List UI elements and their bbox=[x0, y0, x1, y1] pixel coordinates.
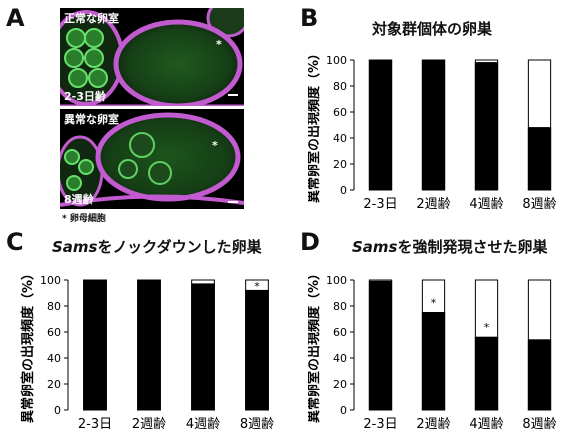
panel-c-bar bbox=[83, 279, 107, 411]
panel-d-title: Samsを強制発現させた卵巣 bbox=[352, 236, 548, 257]
panel-c-category-label: 2週齢 bbox=[132, 417, 166, 431]
panel-b-y-tick-label: 0 bbox=[340, 184, 347, 197]
normal-egg-chamber-label: 正常な卵室 bbox=[64, 12, 119, 25]
panel-c-bar bbox=[191, 283, 215, 411]
abnormal-egg-chamber-oocyte-marker: * bbox=[212, 139, 218, 152]
panel-c-title: Samsをノックダウンした卵巣 bbox=[52, 236, 262, 257]
panel-d-bar bbox=[527, 339, 552, 411]
panel-d-title-gene: Sams bbox=[352, 238, 398, 256]
panel-b-y-tick-label: 100 bbox=[326, 54, 347, 67]
panel-c-y-axis-label: 異常卵室の出現頻度（%） bbox=[20, 267, 36, 423]
panel-d-y-tick-label: 100 bbox=[326, 274, 347, 287]
panel-c-bar bbox=[137, 279, 161, 411]
panel-d-y-tick-label: 40 bbox=[333, 352, 347, 365]
panel-b-y-axis-label: 異常卵室の出現頻度（%） bbox=[308, 47, 322, 203]
panel-d-bar bbox=[421, 312, 446, 411]
normal-egg-chamber-oocyte-marker: * bbox=[216, 38, 222, 51]
panel-d-y-tick-label: 0 bbox=[340, 404, 347, 417]
panel-c-y-tick-label: 60 bbox=[47, 326, 61, 339]
abnormal-egg-chamber-age: 8週齢 bbox=[64, 193, 94, 206]
panel-b-y-tick-label: 20 bbox=[333, 158, 347, 171]
panel-c-category-label: 2-3日 bbox=[78, 417, 112, 431]
abnormal-egg-chamber-drawing bbox=[60, 112, 244, 207]
panel-c-letter: C bbox=[6, 228, 24, 256]
panel-b-category-label: 4週齢 bbox=[469, 197, 503, 212]
normal-egg-chamber-drawing bbox=[60, 8, 244, 106]
panel-d-y-tick-label: 80 bbox=[333, 300, 347, 313]
panel-d-significance-marker: * bbox=[431, 297, 437, 310]
panel-d-y-tick-label: 60 bbox=[333, 326, 347, 339]
panel-c-bar bbox=[245, 289, 269, 411]
panel-a-letter: A bbox=[6, 4, 25, 32]
panel-d-y-tick-label: 20 bbox=[333, 378, 347, 391]
chart-panel-b: 異常卵室の出現頻度（%） 0 20 40 60 80 100 2-3日 2週齢 4週齢 8週齢 bbox=[308, 47, 557, 212]
chart-panel-d: 異常卵室の出現頻度（%） 0 20 40 60 80 100 2-3日 * 2週齢 * 4週齢 8週齢 bbox=[308, 267, 557, 431]
panel-c-y-tick-label: 0 bbox=[54, 404, 61, 417]
panel-b-category-label: 2週齢 bbox=[416, 197, 450, 212]
panel-b-letter: B bbox=[300, 4, 319, 32]
oocyte-legend: * 卵母細胞 bbox=[62, 214, 106, 224]
panel-c-category-label: 4週齢 bbox=[186, 417, 220, 431]
panel-d-category-label: 2週齢 bbox=[416, 417, 450, 431]
panel-b-y-tick-label: 80 bbox=[333, 80, 347, 93]
panel-b-bar bbox=[368, 59, 393, 191]
panel-b-bar bbox=[527, 127, 552, 191]
abnormal-egg-chamber-label: 異常な卵室 bbox=[64, 113, 119, 126]
panel-c-y-tick-label: 100 bbox=[40, 274, 61, 287]
panel-b-category-label: 8週齢 bbox=[522, 197, 556, 212]
normal-egg-chamber-image: 正常な卵室 * 2-3日齢 bbox=[60, 8, 244, 106]
panel-c-y-tick-label: 40 bbox=[47, 352, 61, 365]
panel-d-category-label: 8週齢 bbox=[522, 417, 556, 431]
chart-panel-c: 異常卵室の出現頻度（%） 0 20 40 60 80 100 2-3日 2週齢 4週齢 * 8週齢 bbox=[20, 267, 274, 431]
normal-egg-chamber-age: 2-3日齢 bbox=[64, 90, 106, 103]
panel-c-y-tick-label: 80 bbox=[47, 300, 61, 313]
panel-b-title: 対象群個体の卵巣 bbox=[372, 20, 493, 38]
panel-d-significance-marker: * bbox=[484, 321, 490, 334]
panel-b-y-tick-label: 60 bbox=[333, 106, 347, 119]
panel-b-bar bbox=[474, 62, 499, 191]
panel-b-bar bbox=[421, 59, 446, 191]
panel-d-bar bbox=[368, 280, 393, 411]
panel-d-title-rest: を強制発現させた卵巣 bbox=[397, 238, 548, 256]
panel-c-category-label: 8週齢 bbox=[240, 417, 274, 431]
abnormal-egg-chamber-image: 異常な卵室 * 8週齢 bbox=[60, 109, 244, 209]
panel-b-category-label: 2-3日 bbox=[363, 197, 397, 212]
panel-d-letter: D bbox=[300, 228, 320, 256]
panel-c-significance-marker: * bbox=[254, 280, 260, 293]
panel-d-category-label: 4週齢 bbox=[469, 417, 503, 431]
panel-c-y-tick-label: 20 bbox=[47, 378, 61, 391]
panel-c-title-rest: をノックダウンした卵巣 bbox=[97, 238, 262, 256]
panel-d-y-axis-label: 異常卵室の出現頻度（%） bbox=[308, 267, 322, 423]
panel-c-title-gene: Sams bbox=[52, 238, 98, 256]
panel-d-bar bbox=[474, 336, 499, 411]
panel-d-category-label: 2-3日 bbox=[363, 417, 397, 431]
panel-b-y-tick-label: 40 bbox=[333, 132, 347, 145]
